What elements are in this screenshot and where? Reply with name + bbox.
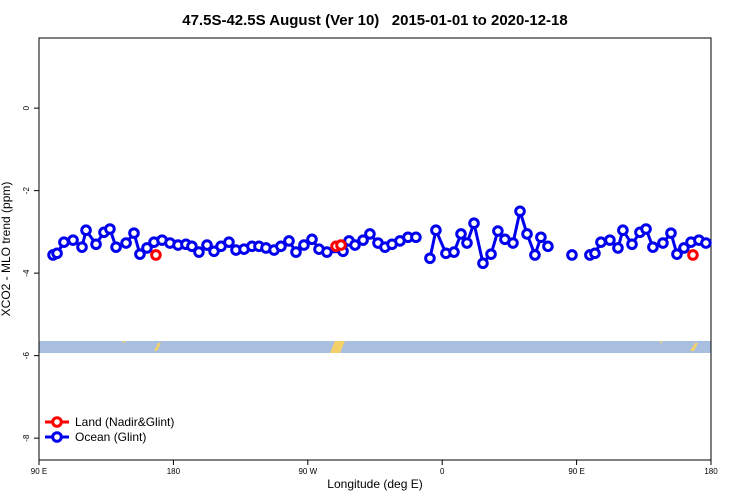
y-tick-label: -6: [22, 352, 31, 360]
data-point: [120, 237, 132, 249]
data-point: [595, 236, 607, 248]
data-point: [58, 236, 70, 248]
x-tick-label: 90 E: [568, 467, 584, 476]
data-point: [430, 224, 442, 237]
data-point: [455, 228, 467, 240]
data-point: [589, 247, 601, 260]
land-patch: [659, 341, 663, 343]
data-point: [468, 217, 480, 230]
data-point: [461, 237, 473, 249]
data-point: [687, 249, 699, 261]
data-point: [141, 242, 153, 254]
x-tick-label: 180: [704, 467, 718, 476]
data-point: [134, 248, 146, 260]
data-point: [364, 228, 376, 240]
data-point: [665, 227, 677, 239]
land-patch: [690, 343, 698, 351]
data-point: [507, 237, 519, 249]
data-point: [514, 205, 526, 218]
data-point: [612, 242, 624, 254]
y-tick-label: -4: [22, 269, 31, 277]
data-point: [128, 227, 140, 239]
legend-label: Ocean (Glint): [75, 430, 146, 444]
data-point: [477, 257, 489, 270]
chart-title: 47.5S-42.5S August (Ver 10) 2015-01-01 t…: [182, 12, 567, 29]
data-point: [566, 249, 578, 261]
data-point: [678, 242, 690, 254]
data-point: [76, 241, 88, 253]
data-point: [290, 246, 302, 258]
y-axis-label: XCO2 - MLO trend (ppm): [0, 182, 13, 317]
data-point: [80, 224, 92, 237]
data-point: [110, 241, 122, 253]
data-point: [335, 239, 347, 251]
data-point: [626, 238, 638, 251]
y-tick-label: -8: [22, 434, 31, 442]
data-point: [492, 225, 504, 237]
plot-frame: [38, 37, 712, 461]
data-point: [604, 234, 616, 246]
legend-marker: [51, 416, 63, 428]
data-point: [223, 236, 235, 248]
data-point: [521, 228, 533, 240]
land-patch: [154, 343, 161, 351]
data-point: [617, 224, 629, 237]
y-tick-label: -2: [22, 187, 31, 195]
data-point: [657, 237, 669, 249]
legend-marker: [51, 431, 63, 443]
data-point: [104, 223, 116, 235]
surface-band: [39, 341, 711, 353]
land-patch: [122, 341, 126, 343]
data-point: [485, 248, 497, 260]
x-tick-label: 90 W: [298, 467, 317, 476]
x-tick-label: 0: [440, 467, 445, 476]
data-point: [193, 246, 205, 258]
data-point: [298, 239, 310, 251]
land-patch: [330, 341, 345, 353]
x-axis-label: Longitude (deg E): [327, 477, 422, 491]
data-point: [542, 240, 554, 253]
data-point: [640, 223, 652, 235]
data-point: [321, 246, 333, 258]
data-point: [349, 239, 361, 251]
data-point: [90, 238, 102, 251]
data-point: [306, 233, 318, 246]
data-point: [186, 240, 198, 253]
y-tick-label: 0: [22, 105, 31, 110]
data-point: [535, 231, 547, 244]
data-point: [67, 234, 79, 246]
data-point: [700, 237, 712, 249]
data-point: [410, 231, 422, 244]
data-point: [201, 239, 213, 251]
data-point: [529, 249, 541, 261]
data-point: [671, 248, 683, 260]
data-point: [448, 246, 460, 258]
data-point: [150, 249, 162, 261]
data-point: [51, 247, 63, 260]
legend-label: Land (Nadir&Glint): [75, 415, 174, 429]
data-layer: [47, 205, 712, 270]
data-point: [275, 240, 287, 253]
data-point: [283, 235, 295, 247]
x-tick-label: 180: [167, 467, 181, 476]
x-tick-label: 90 E: [31, 467, 47, 476]
data-point: [647, 241, 659, 253]
data-point: [357, 234, 369, 246]
data-point: [424, 252, 436, 265]
